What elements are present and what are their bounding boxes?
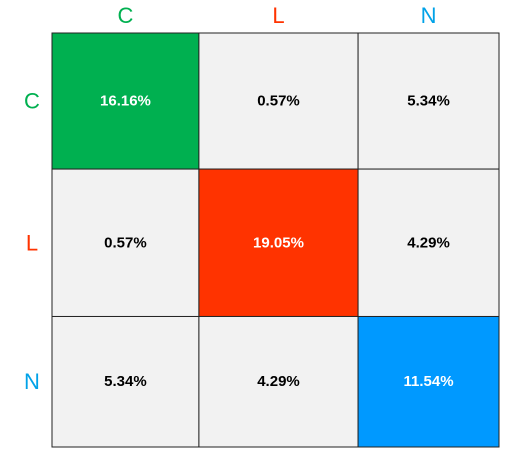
cell-value-l-l: 19.05% — [253, 234, 304, 251]
heatmap-cell-c-n — [357, 32, 500, 170]
heatmap-cell-l-n — [357, 168, 500, 317]
cell-value-n-c: 5.34% — [104, 373, 147, 390]
cell-value-l-n: 4.29% — [407, 234, 450, 251]
column-label-l: L — [272, 3, 284, 28]
heatmap-cell-n-c — [51, 315, 200, 448]
heatmap-cell-n-l — [198, 315, 359, 448]
heatmap-cells — [51, 32, 500, 448]
heatmap-cell-l-c — [51, 168, 200, 317]
cell-value-l-c: 0.57% — [104, 234, 147, 251]
heatmap-cell-c-c — [51, 32, 200, 170]
heatmap-cell-l-l — [198, 168, 359, 317]
column-label-c: C — [118, 3, 134, 28]
row-label-c: C — [24, 89, 40, 114]
row-label-l: L — [26, 230, 38, 255]
cell-value-c-n: 5.34% — [407, 93, 450, 110]
cell-value-labels: 16.16% 0.57% 5.34% 0.57% 19.05% 4.29% 5.34% 4.2… — [100, 93, 454, 391]
cell-value-n-n: 11.54% — [404, 373, 454, 390]
heatmap-cell-c-l — [198, 32, 359, 170]
row-label-n: N — [24, 369, 40, 394]
cell-value-n-l: 4.29% — [257, 373, 300, 390]
row-labels: C L N — [24, 89, 40, 395]
heatmap-cell-n-n — [357, 315, 500, 448]
column-label-n: N — [421, 3, 437, 28]
cell-value-c-c: 16.16% — [100, 93, 151, 110]
cell-value-c-l: 0.57% — [257, 93, 300, 110]
